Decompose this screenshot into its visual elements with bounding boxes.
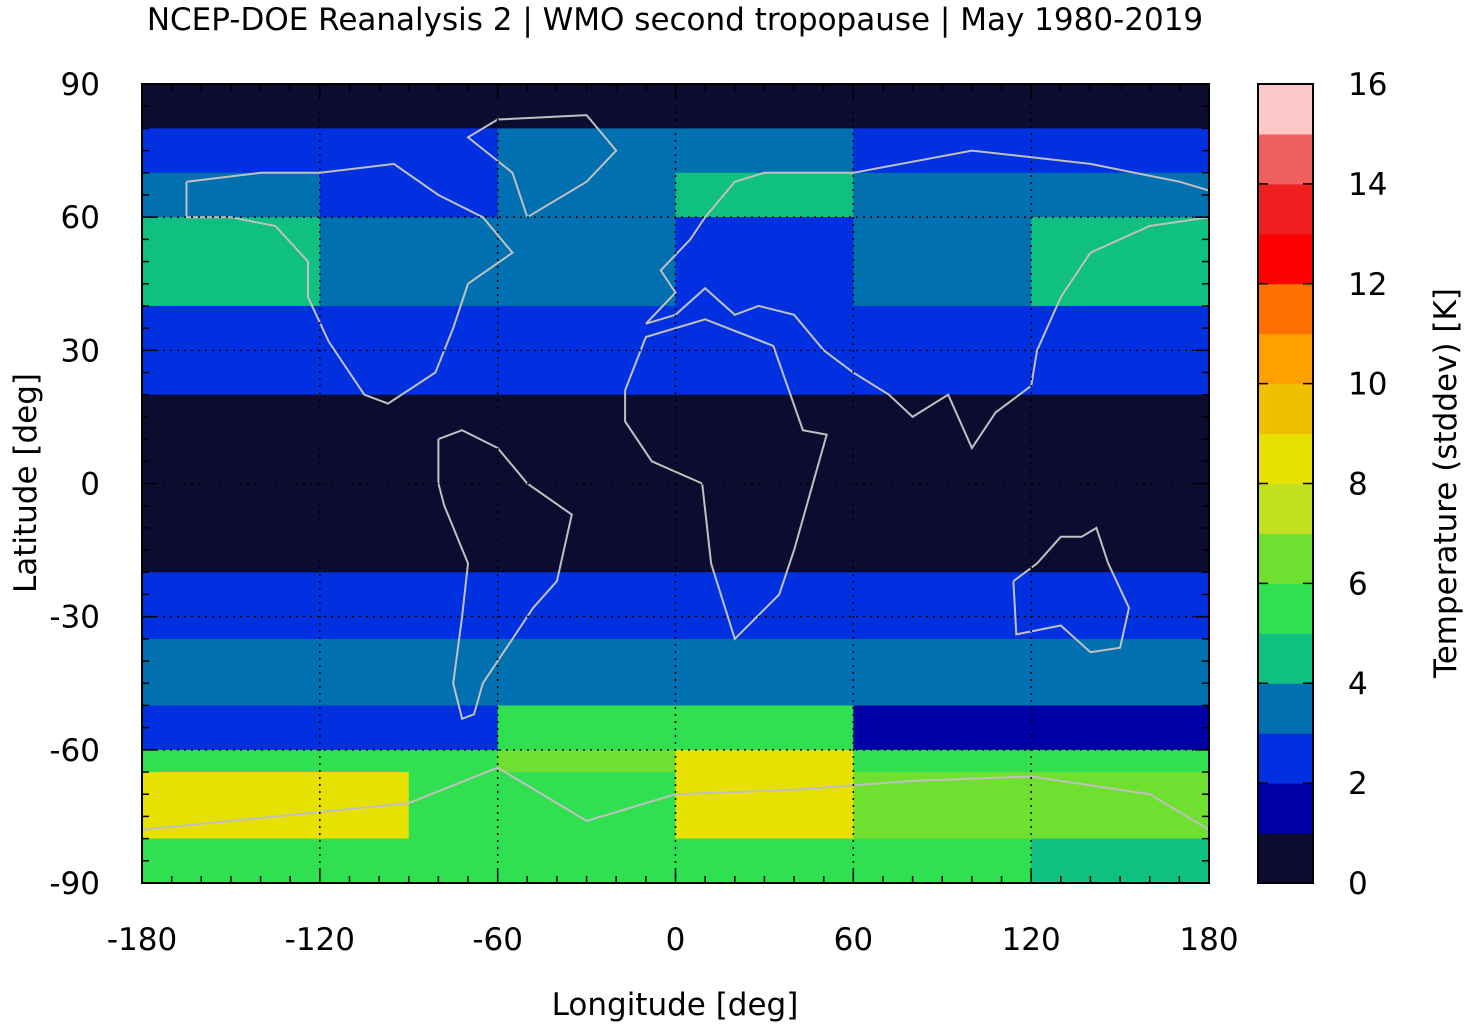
heatmap-cell-3-4 bbox=[853, 217, 1032, 307]
heatmap-cell-11-2 bbox=[675, 772, 854, 840]
y-tick-label: 0 bbox=[80, 467, 100, 503]
colorbar-swatch bbox=[1258, 783, 1313, 834]
colorbar-tick-label: 2 bbox=[1348, 766, 1368, 802]
x-tick-label: 180 bbox=[1179, 922, 1238, 958]
heatmap-cell-11-0 bbox=[142, 772, 410, 840]
coastline-4 bbox=[1012, 526, 1131, 654]
y-tick-label: -90 bbox=[49, 866, 100, 902]
heatmap-cell-12-1 bbox=[497, 838, 1032, 883]
colorbar-swatch bbox=[1258, 133, 1313, 185]
heatmap-cell-1-5 bbox=[1031, 128, 1209, 174]
y-tick-label: -60 bbox=[49, 733, 100, 769]
colorbar-frame bbox=[1257, 83, 1314, 884]
colorbar-tick-label: 4 bbox=[1348, 666, 1368, 702]
y-tick-label: 30 bbox=[61, 333, 100, 369]
colorbar-swatch bbox=[1258, 283, 1313, 335]
heatmap-cell-11-1 bbox=[408, 772, 676, 840]
coastline-1 bbox=[437, 429, 573, 721]
y-axis-title: Latitude [deg] bbox=[8, 373, 44, 593]
colorbar-swatch bbox=[1258, 84, 1313, 135]
y-tick-label: 60 bbox=[61, 200, 100, 236]
colorbar-tick-label: 8 bbox=[1348, 467, 1368, 503]
x-axis-title: Longitude [deg] bbox=[552, 987, 799, 1023]
x-tick-label: -60 bbox=[472, 922, 523, 958]
heatmap-cell-1-0 bbox=[142, 128, 321, 174]
colorbar-tick-label: 16 bbox=[1348, 67, 1387, 103]
heatmap-cell-2-0 bbox=[142, 172, 321, 218]
y-tick-labels: 90 60 30 0 -30 -60 -90 bbox=[49, 67, 100, 902]
heatmap-cell-3-5 bbox=[1031, 217, 1209, 307]
axis-ticks bbox=[141, 83, 1210, 884]
grid-lines bbox=[142, 84, 1209, 883]
colorbar-tick-labels: 16 14 12 10 8 6 4 2 0 bbox=[1348, 67, 1387, 902]
y-tick-label: -30 bbox=[49, 600, 100, 636]
colorbar-swatch bbox=[1258, 683, 1313, 734]
colorbar-swatch bbox=[1258, 383, 1313, 435]
colorbar-tick-label: 0 bbox=[1348, 866, 1368, 902]
colorbar-tick-label: 6 bbox=[1348, 566, 1368, 602]
coastline-3 bbox=[645, 149, 1209, 451]
coastline-6 bbox=[466, 114, 618, 219]
heatmap-cell-3-1 bbox=[319, 217, 499, 307]
heatmap-cell-1-2 bbox=[497, 128, 676, 174]
colorbar bbox=[1258, 83, 1313, 884]
heatmap-cell-1-3 bbox=[675, 128, 854, 174]
colorbar-swatch bbox=[1258, 583, 1313, 634]
heatmap-cell-12-2 bbox=[1031, 838, 1209, 883]
colorbar-swatch bbox=[1258, 483, 1313, 534]
colorbar-swatch bbox=[1258, 233, 1313, 285]
colorbar-swatch bbox=[1258, 833, 1313, 884]
colorbar-swatch bbox=[1258, 333, 1313, 385]
colorbar-tick-label: 10 bbox=[1348, 367, 1387, 403]
x-tick-label: -120 bbox=[285, 922, 355, 958]
heatmap-cell-7-0 bbox=[142, 572, 1209, 640]
chart-title: NCEP-DOE Reanalysis 2 | WMO second tropo… bbox=[146, 2, 1204, 38]
coastlines bbox=[142, 114, 1209, 831]
coastline-0 bbox=[185, 162, 514, 405]
heatmap-cell-3-0 bbox=[142, 217, 321, 307]
x-tick-label: 0 bbox=[666, 922, 686, 958]
y-tick-label: 90 bbox=[61, 67, 100, 103]
colorbar-swatch bbox=[1258, 183, 1313, 235]
colorbar-tick-label: 14 bbox=[1348, 167, 1387, 203]
heatmap-cell-3-3 bbox=[675, 217, 854, 307]
heatmap-cell-2-4 bbox=[853, 172, 1032, 218]
colorbar-swatch bbox=[1258, 733, 1313, 784]
colorbar-swatch bbox=[1258, 633, 1313, 684]
x-tick-label: -180 bbox=[107, 922, 177, 958]
heatmap-cell-1-4 bbox=[853, 128, 1032, 174]
coastline-2 bbox=[624, 318, 828, 641]
x-tick-label: 60 bbox=[834, 922, 873, 958]
heatmap-cell-3-2 bbox=[497, 217, 676, 307]
colorbar-swatch bbox=[1258, 433, 1313, 484]
heatmap-cell-2-5 bbox=[1031, 172, 1209, 218]
coastline-5 bbox=[142, 766, 1209, 831]
heatmap-cell-2-3 bbox=[675, 172, 854, 218]
heatmap-cell-10-0 bbox=[142, 749, 499, 773]
x-tick-labels: -180 -120 -60 0 60 120 180 bbox=[107, 922, 1239, 958]
colorbar-label: Temperature (stddev) [K] bbox=[1428, 288, 1464, 679]
heatmap-cell-10-1 bbox=[497, 749, 676, 773]
heatmap-cell-10-3 bbox=[853, 749, 1209, 773]
colorbar-swatch bbox=[1258, 533, 1313, 584]
x-tick-label: 120 bbox=[1002, 922, 1061, 958]
colorbar-tick-label: 12 bbox=[1348, 267, 1387, 303]
heatmap-cell-10-2 bbox=[675, 749, 854, 773]
